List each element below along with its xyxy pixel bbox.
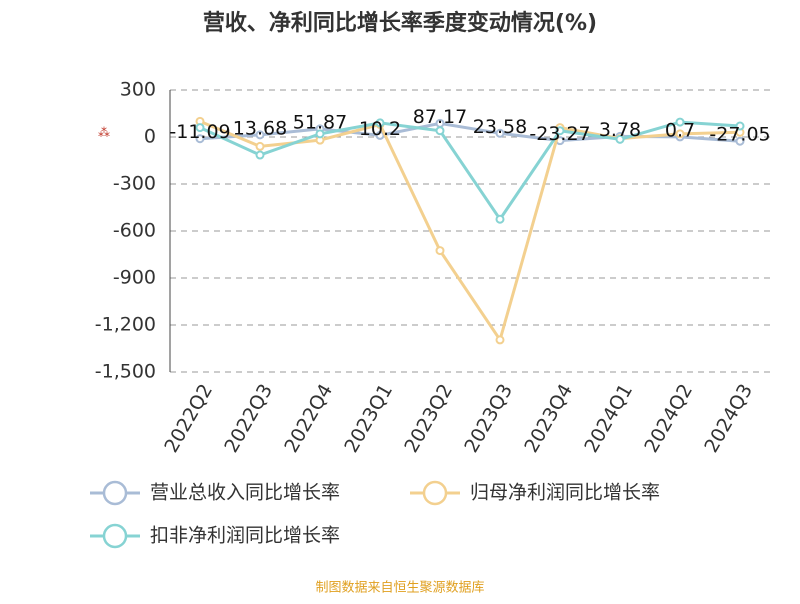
legend-marker: [102, 523, 128, 549]
legend-marker: [102, 480, 128, 506]
y-tick-label: -1,200: [95, 314, 156, 336]
x-tick-label: 2023Q2: [400, 380, 457, 456]
series-line: [199, 120, 741, 222]
point: [615, 134, 625, 144]
point: [195, 134, 205, 144]
x-tick: 2024Q3: [700, 380, 757, 456]
x-tick: 2022Q2: [160, 380, 217, 456]
data-label: -27.05: [709, 124, 770, 146]
y-tick-label: -300: [113, 173, 156, 195]
x-tick: 2023Q1: [340, 380, 397, 456]
data-label: 51.87: [293, 111, 347, 133]
x-tick-label: 2023Q1: [340, 380, 397, 456]
point: [375, 118, 385, 128]
icon: ⁂: [98, 126, 110, 140]
point: [195, 123, 205, 133]
y-tick-label: -900: [113, 267, 156, 289]
x-tick: 2024Q1: [580, 380, 637, 456]
x-tick: 2022Q4: [280, 380, 337, 456]
point: [675, 129, 685, 139]
x-tick-label: 2024Q2: [640, 380, 697, 456]
x-tick-label: 2024Q3: [700, 380, 757, 456]
x-tick-label: 2022Q4: [280, 380, 337, 456]
data-label: 3.78: [599, 119, 641, 141]
x-tick: 2023Q4: [520, 380, 577, 456]
footer: 制图数据来自恒生聚源数据库: [315, 580, 484, 596]
point: [315, 129, 325, 139]
point: [435, 246, 445, 256]
legend-marker: [422, 480, 448, 506]
data-label: -23.27: [529, 123, 590, 145]
point: [495, 128, 505, 138]
point: [255, 141, 265, 151]
data-label: -11.09: [169, 121, 230, 143]
x-tick-label: 2023Q4: [520, 380, 577, 456]
data-label: 87.17: [413, 106, 467, 128]
point: [735, 136, 745, 146]
y-tick-label: 300: [120, 79, 156, 101]
y-tick-label: -600: [113, 220, 156, 242]
legend-label: 归母净利润同比增长率: [470, 482, 660, 504]
x-tick-label: 2022Q2: [160, 380, 217, 456]
x-tick: 2024Q2: [640, 380, 697, 456]
x-tick-label: 2023Q3: [460, 380, 517, 456]
data-label: 13.68: [233, 117, 287, 139]
point: [255, 130, 265, 140]
data-label: 10.2: [359, 118, 401, 140]
point: [675, 117, 685, 127]
x-tick: 2023Q3: [460, 380, 517, 456]
point: [435, 126, 445, 136]
legend-label: 扣非净利润同比增长率: [150, 525, 340, 547]
y-tick-label: -1,500: [95, 361, 156, 383]
y-tick-label: 0: [144, 126, 156, 148]
chart-title: 营收、净利同比增长率季度变动情况(%): [203, 10, 597, 36]
x-tick-label: 2024Q1: [580, 380, 637, 456]
legend-label: 营业总收入同比增长率: [150, 482, 340, 504]
point: [495, 335, 505, 345]
point: [735, 121, 745, 131]
point: [255, 150, 265, 160]
point: [495, 214, 505, 224]
point: [375, 130, 385, 140]
point: [555, 126, 565, 136]
x-tick: 2023Q2: [400, 380, 457, 456]
data-label: 23.58: [473, 116, 527, 138]
data-label: 0.7: [665, 119, 695, 141]
x-tick: 2022Q3: [220, 380, 277, 456]
x-tick-label: 2022Q3: [220, 380, 277, 456]
